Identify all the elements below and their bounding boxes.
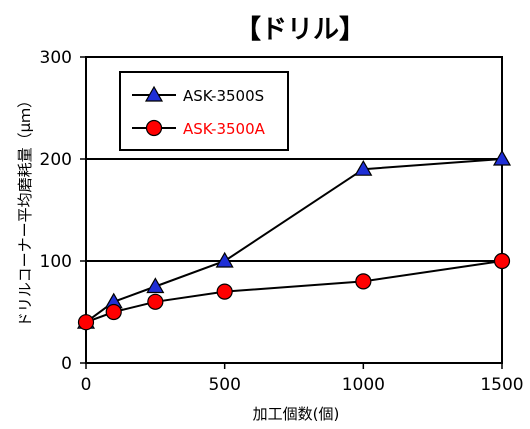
y-tick-label: 200 <box>40 150 72 170</box>
data-point <box>215 251 234 268</box>
data-point <box>146 277 165 294</box>
series-1 <box>76 149 512 329</box>
legend-label: ASK-3500S <box>183 87 264 105</box>
series-layer <box>76 149 512 331</box>
data-point <box>147 293 164 310</box>
x-tick-label: 0 <box>81 375 92 395</box>
x-axis: 0 500 1000 1500 <box>81 363 524 395</box>
y-axis: 0 100 200 300 <box>40 48 86 374</box>
plot-frame <box>85 56 503 364</box>
legend-marker <box>145 119 163 137</box>
legend-marker <box>144 85 164 102</box>
data-point <box>492 149 512 166</box>
data-point <box>355 273 372 290</box>
data-point <box>493 252 511 270</box>
legend-label: ASK-3500A <box>183 120 266 138</box>
y-tick-label: 100 <box>40 252 72 272</box>
data-point <box>105 303 122 321</box>
data-point <box>77 314 95 331</box>
series-2 <box>77 252 511 331</box>
gridlines <box>86 158 502 262</box>
x-axis-label: 加工個数(個) <box>253 405 340 423</box>
y-tick-label: 300 <box>40 48 72 68</box>
y-axis-label: ドリルコーナー平均磨耗量（μｍ） <box>16 93 34 327</box>
data-point <box>354 159 373 176</box>
legend-box <box>119 71 289 151</box>
chart-title: 【ドリル】 <box>235 15 365 45</box>
y-tick-label: 0 <box>61 354 72 374</box>
legend: ASK-3500S ASK-3500A <box>119 71 289 151</box>
x-tick-label: 1000 <box>342 375 385 395</box>
x-tick-label: 1500 <box>480 375 523 395</box>
data-point <box>216 283 233 300</box>
x-tick-label: 500 <box>208 375 240 395</box>
